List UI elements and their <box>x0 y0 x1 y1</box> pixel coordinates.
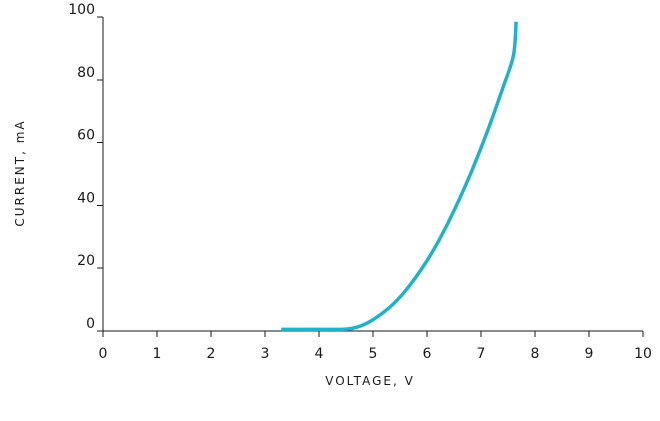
x-tick-label: 5 <box>369 346 378 362</box>
x-tick-label: 3 <box>261 346 270 362</box>
x-tick-label: 4 <box>315 346 324 362</box>
x-tick-label: 2 <box>207 346 216 362</box>
x-tick-label: 7 <box>477 346 486 362</box>
series-layer <box>281 21 518 332</box>
y-tick-label: 100 <box>68 2 95 18</box>
y-axis-title: CURRENT, mA <box>13 119 27 226</box>
x-tick-label: 9 <box>585 346 594 362</box>
y-tick-label: 20 <box>77 253 95 269</box>
x-tick-label: 1 <box>153 346 162 362</box>
x-tick-label: 10 <box>634 346 652 362</box>
y-tick-label: 40 <box>77 190 95 206</box>
y-tick-label: 60 <box>77 128 95 144</box>
y-tick-label: 0 <box>86 316 95 332</box>
x-tick-label: 0 <box>99 346 108 362</box>
x-tick-label: 6 <box>423 346 432 362</box>
x-axis-title: VOLTAGE, V <box>325 374 415 388</box>
axes <box>97 16 644 337</box>
x-tick-label: 8 <box>531 346 540 362</box>
current-voltage-curve <box>281 21 518 332</box>
y-tick-label: 80 <box>77 65 95 81</box>
